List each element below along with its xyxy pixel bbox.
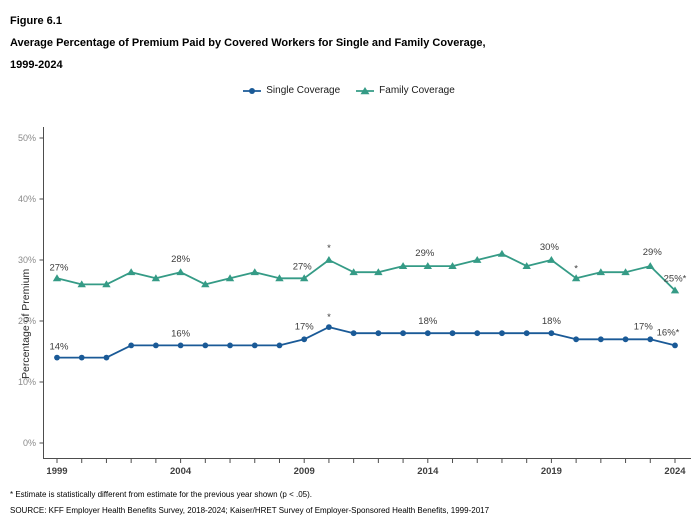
- svg-text:27%: 27%: [293, 261, 313, 272]
- svg-text:2004: 2004: [170, 466, 192, 477]
- svg-text:2014: 2014: [417, 466, 439, 477]
- svg-text:17%: 17%: [634, 321, 654, 332]
- legend: Single Coverage Family Coverage: [0, 85, 698, 96]
- svg-text:16%: 16%: [171, 328, 191, 339]
- svg-text:25%*: 25%*: [664, 274, 687, 285]
- figure-number: Figure 6.1: [10, 15, 62, 27]
- footnotes: * Estimate is statistically different fr…: [10, 487, 489, 519]
- svg-text:*: *: [574, 263, 578, 274]
- svg-text:2019: 2019: [541, 466, 562, 477]
- svg-text:14%: 14%: [49, 342, 69, 353]
- svg-text:30%: 30%: [540, 242, 560, 253]
- svg-text:27%: 27%: [49, 262, 69, 273]
- svg-text:16%*: 16%*: [657, 327, 680, 338]
- legend-label-family-coverage: Family Coverage: [379, 85, 455, 96]
- svg-text:2024: 2024: [664, 466, 686, 477]
- figure-title-line1: Average Percentage of Premium Paid by Co…: [10, 37, 486, 49]
- svg-text:18%: 18%: [418, 316, 438, 327]
- svg-text:2009: 2009: [294, 466, 315, 477]
- svg-text:17%: 17%: [295, 321, 315, 332]
- svg-text:40%: 40%: [18, 194, 36, 204]
- svg-text:29%: 29%: [415, 248, 435, 259]
- single-coverage-line-icon: [243, 87, 262, 94]
- title-block: Figure 6.1 Average Percentage of Premium…: [10, 10, 486, 76]
- svg-text:18%: 18%: [542, 316, 562, 327]
- svg-text:0%: 0%: [23, 438, 36, 448]
- legend-item-family-coverage: Family Coverage: [356, 85, 455, 96]
- figure-title-line2: 1999-2024: [10, 59, 63, 71]
- svg-text:10%: 10%: [18, 377, 36, 387]
- svg-text:20%: 20%: [18, 316, 36, 326]
- family-coverage-line-icon: [356, 86, 375, 94]
- legend-item-single-coverage: Single Coverage: [243, 85, 340, 96]
- footnote-significance: * Estimate is statistically different fr…: [10, 490, 312, 499]
- svg-text:1999: 1999: [46, 466, 67, 477]
- svg-text:30%: 30%: [18, 255, 36, 265]
- svg-text:*: *: [327, 243, 331, 254]
- svg-text:50%: 50%: [18, 133, 36, 143]
- legend-label-single-coverage: Single Coverage: [266, 85, 341, 96]
- svg-text:*: *: [327, 312, 331, 323]
- svg-text:28%: 28%: [171, 254, 191, 265]
- svg-text:29%: 29%: [643, 247, 663, 258]
- footnote-source: SOURCE: KFF Employer Health Benefits Sur…: [10, 506, 490, 515]
